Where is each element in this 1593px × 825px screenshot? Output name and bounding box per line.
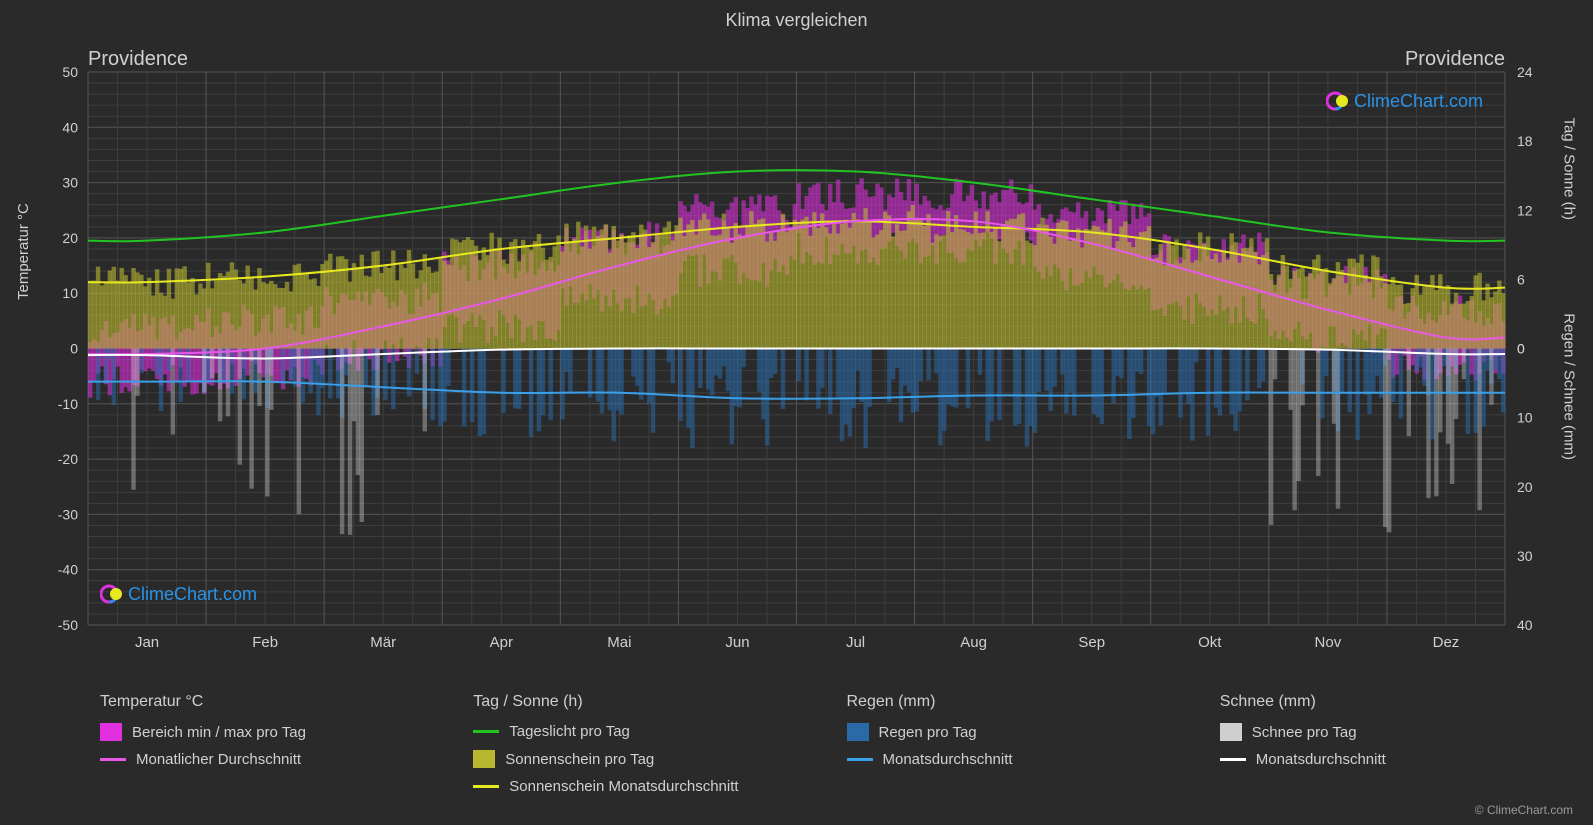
legend-swatch — [473, 750, 495, 768]
svg-text:Jan: Jan — [135, 634, 159, 651]
legend-item: Sonnenschein Monatsdurchschnitt — [473, 778, 806, 795]
svg-text:Mai: Mai — [607, 634, 631, 651]
climate-chart-root: Klima vergleichen Providence Providence … — [0, 0, 1593, 825]
legend-label: Sonnenschein Monatsdurchschnitt — [509, 778, 738, 795]
attribution: © ClimeChart.com — [1475, 803, 1573, 817]
legend-label: Sonnenschein pro Tag — [505, 751, 654, 768]
legend-label: Bereich min / max pro Tag — [132, 724, 306, 741]
svg-text:24: 24 — [1517, 64, 1533, 80]
legend: Temperatur °C Bereich min / max pro Tag Mo… — [100, 693, 1553, 805]
svg-text:10: 10 — [1517, 410, 1533, 426]
legend-swatch — [847, 723, 869, 741]
svg-text:40: 40 — [62, 119, 78, 135]
legend-label: Regen pro Tag — [879, 724, 977, 741]
svg-text:Okt: Okt — [1198, 634, 1222, 651]
legend-swatch — [1220, 723, 1242, 741]
legend-line — [1220, 758, 1246, 761]
legend-group-title: Regen (mm) — [847, 693, 1180, 711]
legend-line — [100, 758, 126, 761]
svg-text:Feb: Feb — [252, 634, 278, 651]
legend-item: Bereich min / max pro Tag — [100, 723, 433, 741]
svg-text:10: 10 — [62, 285, 78, 301]
svg-text:Nov: Nov — [1315, 634, 1342, 651]
svg-text:Apr: Apr — [490, 634, 513, 651]
legend-group-title: Tag / Sonne (h) — [473, 693, 806, 711]
svg-text:Jun: Jun — [725, 634, 749, 651]
legend-item: Tageslicht pro Tag — [473, 723, 806, 740]
legend-swatch — [100, 723, 122, 741]
svg-text:20: 20 — [1517, 479, 1533, 495]
brand-logo-top: ClimeChart.com — [1326, 90, 1483, 112]
legend-label: Schnee pro Tag — [1252, 724, 1357, 741]
svg-text:-30: -30 — [58, 506, 78, 522]
svg-text:18: 18 — [1517, 133, 1533, 149]
legend-label: Monatlicher Durchschnitt — [136, 751, 301, 768]
legend-group: Regen (mm) Regen pro Tag Monatsdurchschnit… — [847, 693, 1180, 805]
legend-line — [847, 758, 873, 761]
brand-logo-bottom: ClimeChart.com — [100, 583, 257, 605]
legend-group: Temperatur °C Bereich min / max pro Tag Mo… — [100, 693, 433, 805]
legend-item: Regen pro Tag — [847, 723, 1180, 741]
legend-group: Tag / Sonne (h) Tageslicht pro Tag Sonnens… — [473, 693, 806, 805]
legend-label: Monatsdurchschnitt — [883, 751, 1013, 768]
legend-item: Schnee pro Tag — [1220, 723, 1553, 741]
brand-text: ClimeChart.com — [128, 584, 257, 605]
svg-text:Mär: Mär — [370, 634, 396, 651]
svg-text:50: 50 — [62, 64, 78, 80]
legend-group-title: Schnee (mm) — [1220, 693, 1553, 711]
svg-text:Aug: Aug — [960, 634, 987, 651]
svg-text:30: 30 — [1517, 548, 1533, 564]
svg-text:0: 0 — [1517, 341, 1525, 357]
svg-text:0: 0 — [70, 341, 78, 357]
brand-text: ClimeChart.com — [1354, 91, 1483, 112]
legend-item: Monatlicher Durchschnitt — [100, 751, 433, 768]
legend-label: Monatsdurchschnitt — [1256, 751, 1386, 768]
svg-text:-20: -20 — [58, 451, 78, 467]
svg-text:40: 40 — [1517, 617, 1533, 633]
svg-text:Jul: Jul — [846, 634, 865, 651]
logo-icon — [100, 583, 122, 605]
logo-icon — [1326, 90, 1348, 112]
legend-item: Monatsdurchschnitt — [1220, 751, 1553, 768]
svg-text:6: 6 — [1517, 271, 1525, 287]
legend-group-title: Temperatur °C — [100, 693, 433, 711]
svg-text:30: 30 — [62, 175, 78, 191]
svg-text:-10: -10 — [58, 396, 78, 412]
svg-text:Dez: Dez — [1433, 634, 1460, 651]
legend-label: Tageslicht pro Tag — [509, 723, 630, 740]
legend-item: Sonnenschein pro Tag — [473, 750, 806, 768]
svg-text:12: 12 — [1517, 202, 1533, 218]
svg-text:Sep: Sep — [1078, 634, 1105, 651]
svg-text:20: 20 — [62, 230, 78, 246]
legend-group: Schnee (mm) Schnee pro Tag Monatsdurchschn… — [1220, 693, 1553, 805]
legend-line — [473, 785, 499, 788]
svg-text:-50: -50 — [58, 617, 78, 633]
svg-text:-40: -40 — [58, 562, 78, 578]
legend-line — [473, 730, 499, 733]
legend-item: Monatsdurchschnitt — [847, 751, 1180, 768]
